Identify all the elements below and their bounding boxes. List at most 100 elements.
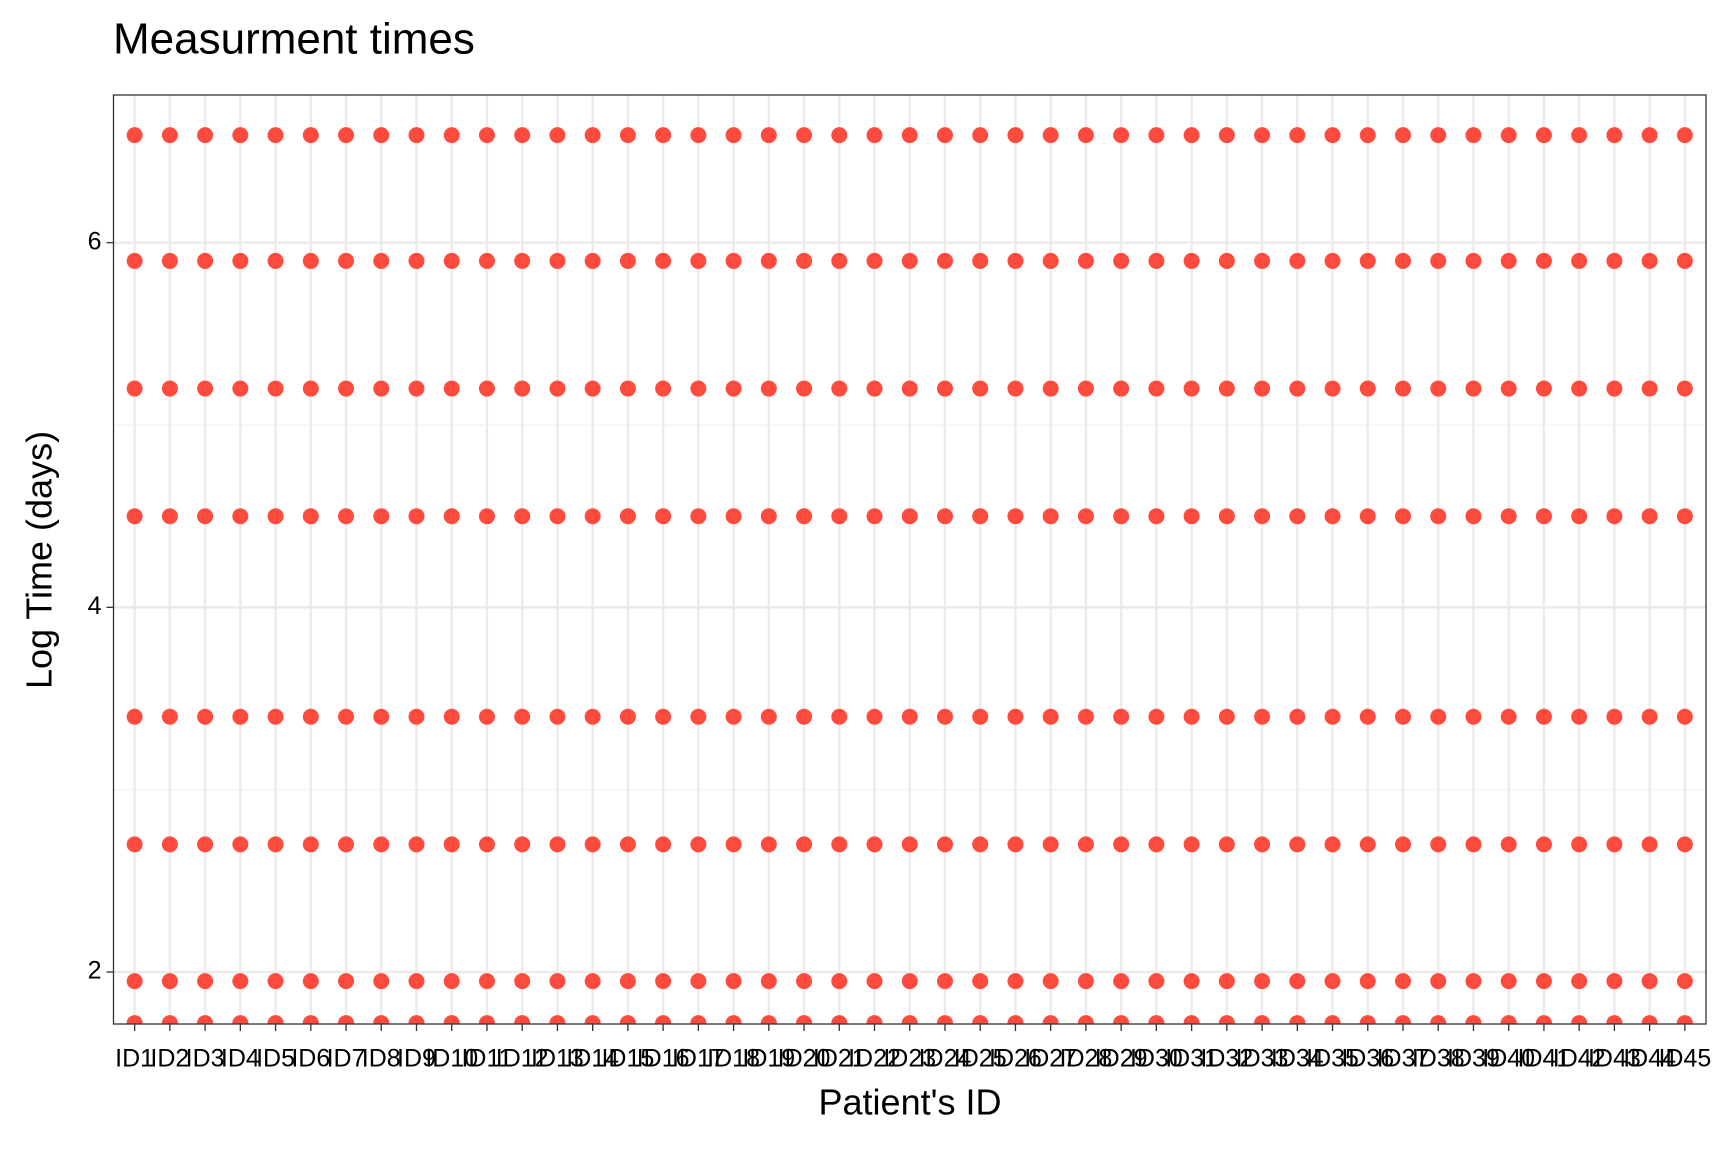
point xyxy=(126,380,143,397)
point xyxy=(1183,708,1200,725)
point xyxy=(1571,708,1588,725)
x-tick-label: ID9 xyxy=(397,1045,436,1073)
point xyxy=(1007,1015,1024,1024)
x-tick-label: ID38 xyxy=(1412,1045,1465,1073)
point xyxy=(1641,836,1658,853)
point xyxy=(549,252,566,269)
x-tick-label: ID2 xyxy=(150,1045,189,1073)
point xyxy=(1606,252,1623,269)
point xyxy=(478,508,495,525)
point xyxy=(725,708,742,725)
point xyxy=(690,127,707,144)
point xyxy=(584,252,601,269)
x-tick-label: ID12 xyxy=(496,1045,549,1073)
point xyxy=(901,252,918,269)
point xyxy=(1535,380,1552,397)
point xyxy=(1359,252,1376,269)
point xyxy=(1571,127,1588,144)
point xyxy=(302,252,319,269)
point xyxy=(1289,508,1306,525)
point xyxy=(514,708,531,725)
point xyxy=(1148,836,1165,853)
point xyxy=(1254,127,1271,144)
point xyxy=(1218,127,1235,144)
point xyxy=(1042,708,1059,725)
point xyxy=(1113,252,1130,269)
point xyxy=(232,836,249,853)
point xyxy=(1077,1015,1094,1024)
x-tick-label: ID19 xyxy=(742,1045,795,1073)
point xyxy=(760,127,777,144)
point xyxy=(408,508,425,525)
point xyxy=(866,252,883,269)
point xyxy=(1254,1015,1271,1024)
point xyxy=(232,127,249,144)
point xyxy=(831,973,848,990)
point xyxy=(161,252,178,269)
point xyxy=(1430,973,1447,990)
point xyxy=(267,380,284,397)
point xyxy=(302,127,319,144)
point xyxy=(549,836,566,853)
x-tick-label: ID30 xyxy=(1130,1045,1183,1073)
point xyxy=(1465,1015,1482,1024)
point xyxy=(1571,252,1588,269)
point xyxy=(1641,127,1658,144)
point xyxy=(1183,836,1200,853)
point xyxy=(1289,973,1306,990)
x-tick-label: ID14 xyxy=(566,1045,619,1073)
point xyxy=(584,708,601,725)
point xyxy=(690,508,707,525)
point xyxy=(1077,252,1094,269)
point xyxy=(267,1015,284,1024)
point xyxy=(725,836,742,853)
point xyxy=(1606,380,1623,397)
x-tick-label: ID35 xyxy=(1306,1045,1359,1073)
point xyxy=(1113,836,1130,853)
point xyxy=(584,508,601,525)
point xyxy=(1500,380,1517,397)
point xyxy=(1606,127,1623,144)
point xyxy=(408,380,425,397)
point xyxy=(725,127,742,144)
point xyxy=(302,1015,319,1024)
x-tick-label: ID22 xyxy=(848,1045,901,1073)
point xyxy=(655,127,672,144)
point xyxy=(936,708,953,725)
point xyxy=(161,836,178,853)
point xyxy=(1113,380,1130,397)
x-tick-label: ID43 xyxy=(1588,1045,1641,1073)
point xyxy=(1113,973,1130,990)
point xyxy=(161,127,178,144)
point xyxy=(1395,380,1412,397)
point xyxy=(443,380,460,397)
point xyxy=(936,127,953,144)
x-tick-label: ID23 xyxy=(883,1045,936,1073)
point xyxy=(373,127,390,144)
point xyxy=(1113,127,1130,144)
point xyxy=(161,508,178,525)
point xyxy=(1676,836,1693,853)
point xyxy=(1430,380,1447,397)
point xyxy=(1606,973,1623,990)
point xyxy=(972,1015,989,1024)
point xyxy=(408,973,425,990)
point xyxy=(549,1015,566,1024)
point xyxy=(1218,836,1235,853)
point xyxy=(302,508,319,525)
point xyxy=(1535,508,1552,525)
x-tick-label: ID45 xyxy=(1658,1045,1711,1073)
point xyxy=(619,836,636,853)
point xyxy=(760,836,777,853)
y-axis-title: Log Time (days) xyxy=(19,431,60,689)
point xyxy=(1007,836,1024,853)
point xyxy=(373,708,390,725)
point xyxy=(1395,1015,1411,1024)
point xyxy=(549,973,566,990)
point xyxy=(1465,127,1482,144)
point xyxy=(936,252,953,269)
point xyxy=(796,127,813,144)
y-tick-label: 2 xyxy=(88,957,102,985)
x-tick-label: ID33 xyxy=(1236,1045,1289,1073)
point xyxy=(584,973,601,990)
